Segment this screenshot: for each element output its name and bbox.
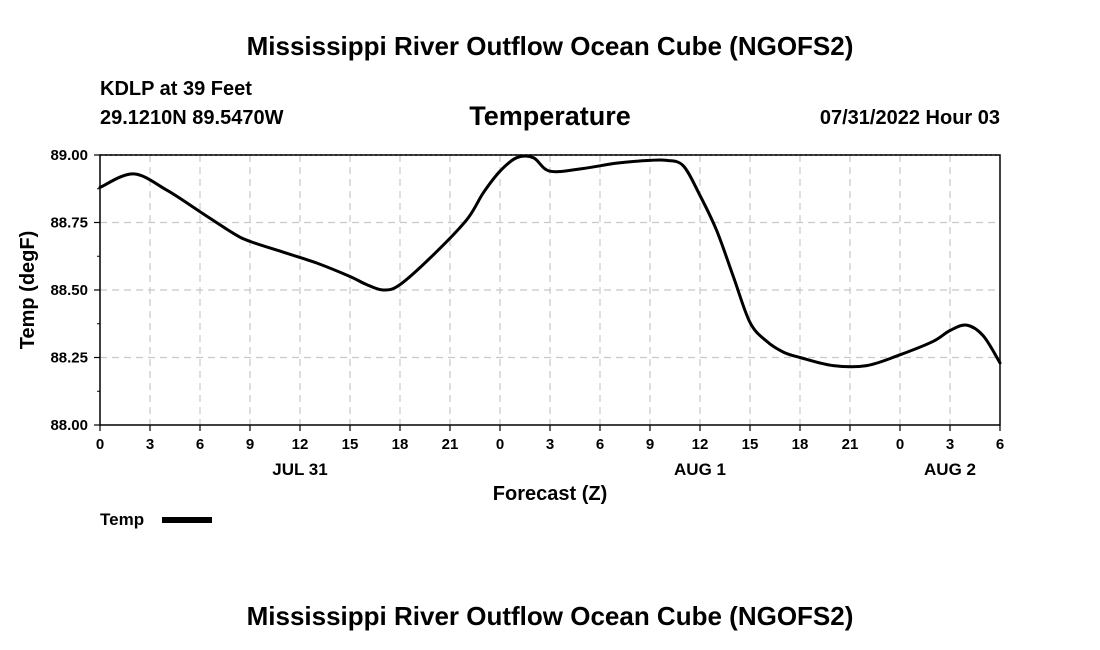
y-tick-labels: 88.00 88.25 88.50 88.75 89.00	[50, 147, 88, 434]
x-tick-label: 15	[342, 436, 359, 453]
run-time: 07/31/2022 Hour 03	[820, 107, 1000, 129]
y-tick-label: 88.75	[50, 215, 88, 232]
x-tick-label: 18	[792, 436, 809, 453]
grid	[100, 154, 1000, 425]
x-tick-label: 21	[442, 436, 459, 453]
x-tick-label: 0	[496, 436, 504, 453]
series-line-temp	[98, 154, 1002, 369]
chart-title: Temperature	[469, 101, 631, 131]
legend-label-temp: Temp	[100, 510, 144, 529]
x-tick-label: 12	[292, 436, 309, 453]
x-tick-label: 3	[946, 436, 954, 453]
y-tick-label: 88.25	[50, 350, 88, 367]
axis-ticks	[94, 154, 1001, 431]
x-tick-label: 3	[546, 436, 554, 453]
x-tick-label: 3	[146, 436, 154, 453]
x-tick-label: 12	[692, 436, 709, 453]
x-tick-label: 21	[842, 436, 859, 453]
x-tick-label: 0	[96, 436, 104, 453]
y-tick-label: 88.50	[50, 282, 88, 299]
date-label: JUL 31	[272, 460, 327, 479]
x-tick-label: 6	[996, 436, 1004, 453]
y-tick-label: 88.00	[50, 417, 88, 434]
x-tick-label: 9	[646, 436, 654, 453]
x-tick-label: 15	[742, 436, 759, 453]
station-name: KDLP at 39 Feet	[100, 78, 252, 100]
station-coords: 29.1210N 89.5470W	[100, 107, 284, 129]
x-axis-label: Forecast (Z)	[493, 483, 607, 505]
x-tick-label: 0	[896, 436, 904, 453]
y-tick-label: 89.00	[50, 147, 88, 164]
y-axis-label: Temp (degF)	[17, 231, 39, 350]
x-tick-labels: 0 3 6 9 12 15 18 21 0 3 6 9 12 15 18 21 0 3 6	[96, 436, 1004, 453]
legend: Temp	[100, 510, 212, 529]
date-labels: JUL 31 AUG 1 AUG 2	[272, 460, 976, 479]
x-tick-label: 18	[392, 436, 409, 453]
x-tick-label: 6	[196, 436, 204, 453]
page-title: Mississippi River Outflow Ocean Cube (NG…	[247, 31, 854, 61]
date-label: AUG 2	[924, 460, 976, 479]
date-label: AUG 1	[674, 460, 726, 479]
x-tick-label: 6	[596, 436, 604, 453]
footer-title: Mississippi River Outflow Ocean Cube (NG…	[247, 601, 854, 631]
x-tick-label: 9	[246, 436, 254, 453]
